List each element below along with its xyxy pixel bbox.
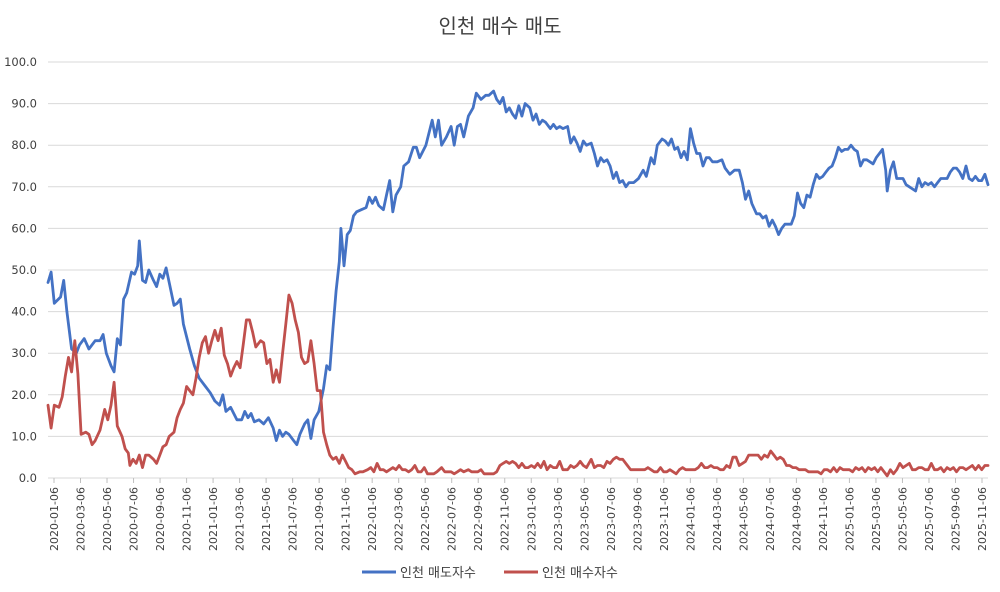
x-tick-label: 2022-01-06 <box>366 487 379 551</box>
x-tick-label: 2020-07-06 <box>128 487 141 551</box>
x-tick-label: 2020-05-06 <box>101 487 114 551</box>
x-tick-label: 2024-01-06 <box>684 487 697 551</box>
y-tick-label: 100.0 <box>4 55 37 69</box>
x-tick-label: 2025-07-06 <box>923 487 936 551</box>
x-tick-label: 2025-01-06 <box>843 487 856 551</box>
x-tick-label: 2023-03-06 <box>552 487 565 551</box>
x-tick-label: 2024-07-06 <box>764 487 777 551</box>
x-tick-label: 2021-01-06 <box>207 487 220 551</box>
x-tick-label: 2024-09-06 <box>790 487 803 551</box>
x-tick-label: 2023-05-06 <box>578 487 591 551</box>
x-tick-label: 2020-03-06 <box>75 487 88 551</box>
x-tick-label: 2021-09-06 <box>313 487 326 551</box>
x-tick-label: 2021-07-06 <box>287 487 300 551</box>
x-tick-label: 2024-05-06 <box>737 487 750 551</box>
x-tick-label: 2024-11-06 <box>817 487 830 551</box>
legend-label: 인천 매수자수 <box>542 566 618 581</box>
chart-title: 인천 매수 매도 <box>438 14 562 38</box>
x-tick-label: 2020-11-06 <box>181 487 194 551</box>
x-tick-label: 2025-03-06 <box>870 487 883 551</box>
y-tick-label: 80.0 <box>11 138 37 152</box>
y-tick-label: 0.0 <box>19 471 37 485</box>
y-tick-label: 70.0 <box>11 180 37 194</box>
x-tick-label: 2022-11-06 <box>499 487 512 551</box>
legend-label: 인천 매도자수 <box>400 566 476 581</box>
x-tick-label: 2025-09-06 <box>949 487 962 551</box>
x-tick-label: 2022-07-06 <box>446 487 459 551</box>
x-tick-label: 2024-03-06 <box>711 487 724 551</box>
x-tick-label: 2020-01-06 <box>48 487 61 551</box>
x-tick-label: 2025-05-06 <box>896 487 909 551</box>
x-tick-label: 2023-01-06 <box>525 487 538 551</box>
series-line-2 <box>46 293 990 478</box>
x-tick-label: 2020-09-06 <box>154 487 167 551</box>
y-tick-label: 50.0 <box>11 263 37 277</box>
x-tick-label: 2023-09-06 <box>631 487 644 551</box>
series-line-1 <box>46 89 990 447</box>
y-tick-label: 10.0 <box>11 429 37 443</box>
y-tick-label: 40.0 <box>11 305 37 319</box>
y-tick-label: 30.0 <box>11 346 37 360</box>
x-tick-label: 2021-11-06 <box>340 487 353 551</box>
x-tick-label: 2025-11-06 <box>976 487 989 551</box>
x-tick-label: 2022-09-06 <box>472 487 485 551</box>
x-tick-label: 2023-07-06 <box>605 487 618 551</box>
x-tick-label: 2022-03-06 <box>393 487 406 551</box>
y-tick-label: 20.0 <box>11 388 37 402</box>
x-tick-label: 2021-03-06 <box>234 487 247 551</box>
y-tick-label: 60.0 <box>11 221 37 235</box>
y-tick-label: 90.0 <box>11 97 37 111</box>
x-tick-label: 2022-05-06 <box>419 487 432 551</box>
x-tick-label: 2021-05-06 <box>260 487 273 551</box>
x-tick-label: 2023-11-06 <box>658 487 671 551</box>
